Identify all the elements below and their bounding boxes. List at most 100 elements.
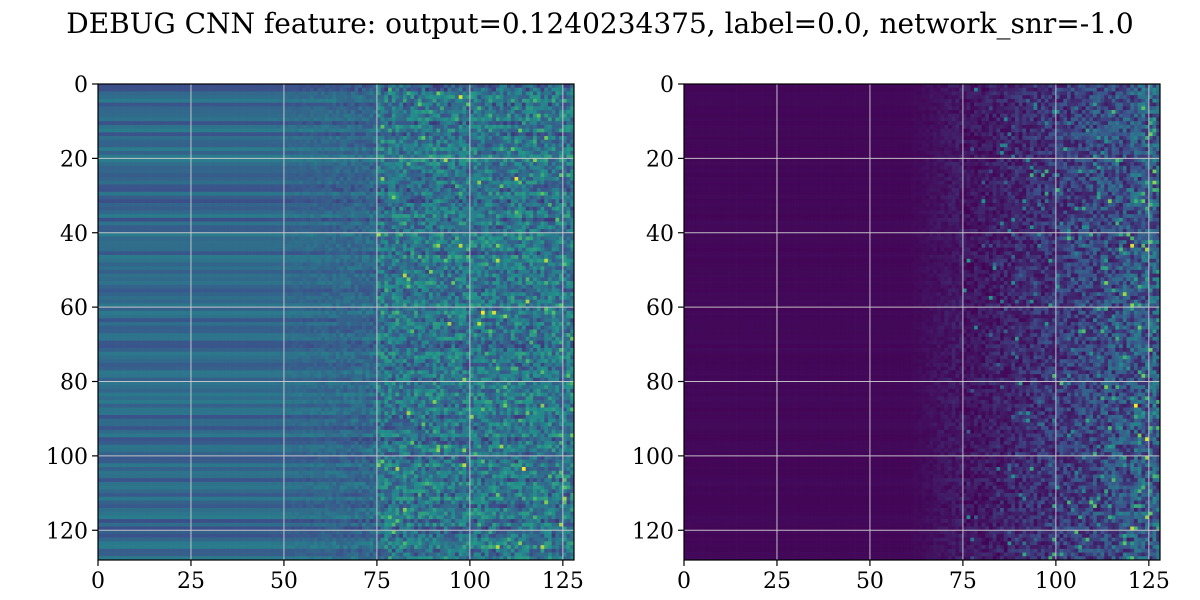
heatmap-left-cell <box>563 140 567 144</box>
heatmap-left-cell <box>340 91 344 95</box>
heatmap-left-cell <box>109 218 113 222</box>
heatmap-left-cell <box>317 125 321 129</box>
heatmap-left-cell <box>488 117 492 121</box>
heatmap-left-cell <box>332 207 336 211</box>
heatmap-left-cell <box>143 114 147 118</box>
heatmap-left-cell <box>544 210 548 214</box>
heatmap-left-cell <box>429 225 433 229</box>
heatmap-left-cell <box>366 95 370 99</box>
heatmap-left-cell <box>113 140 117 144</box>
heatmap-left-cell <box>518 192 522 196</box>
heatmap-left-cell <box>247 129 251 133</box>
heatmap-left-cell <box>206 188 210 192</box>
heatmap-left-cell <box>410 222 414 226</box>
heatmap-left-cell <box>131 117 135 121</box>
heatmap-left-cell <box>198 88 202 92</box>
heatmap-left-cell <box>224 222 228 226</box>
heatmap-left-cell <box>139 207 143 211</box>
heatmap-left-cell <box>158 170 162 174</box>
heatmap-left-cell <box>418 181 422 185</box>
heatmap-left-cell <box>120 151 124 155</box>
heatmap-left-cell <box>470 136 474 140</box>
heatmap-left-cell <box>243 144 247 148</box>
heatmap-left-cell <box>284 91 288 95</box>
heatmap-left-cell <box>541 210 545 214</box>
heatmap-left-cell <box>120 199 124 203</box>
heatmap-left-cell <box>537 199 541 203</box>
heatmap-left-cell <box>232 192 236 196</box>
heatmap-left-cell <box>198 129 202 133</box>
heatmap-left-cell <box>451 95 455 99</box>
heatmap-left-cell <box>355 84 359 88</box>
heatmap-left-cell <box>239 170 243 174</box>
heatmap-left-cell <box>180 158 184 162</box>
heatmap-left-cell <box>198 140 202 144</box>
heatmap-left-cell <box>158 214 162 218</box>
heatmap-left-cell <box>150 225 154 229</box>
heatmap-left-cell <box>277 110 281 114</box>
heatmap-left-cell <box>358 132 362 136</box>
heatmap-left-cell <box>414 210 418 214</box>
heatmap-left-cell <box>340 106 344 110</box>
heatmap-left-cell <box>418 222 422 226</box>
heatmap-left-cell <box>139 210 143 214</box>
heatmap-left-cell <box>388 125 392 129</box>
heatmap-left-cell <box>470 95 474 99</box>
heatmap-left-cell <box>306 192 310 196</box>
heatmap-left-cell <box>392 218 396 222</box>
heatmap-left-cell <box>533 132 537 136</box>
heatmap-left-cell <box>288 136 292 140</box>
heatmap-left-cell <box>369 132 373 136</box>
heatmap-left-cell <box>269 151 273 155</box>
heatmap-left-cell <box>98 222 102 226</box>
heatmap-left-cell <box>291 84 295 88</box>
heatmap-left-cell <box>529 114 533 118</box>
heatmap-left-cell <box>295 125 299 129</box>
heatmap-left-cell <box>567 136 571 140</box>
heatmap-left-cell <box>169 99 173 103</box>
heatmap-left-cell <box>161 147 165 151</box>
heatmap-left-cell <box>195 125 199 129</box>
heatmap-left-cell <box>552 207 556 211</box>
heatmap-left-cell <box>128 84 132 88</box>
heatmap-left-cell <box>131 140 135 144</box>
heatmap-left-cell <box>161 192 165 196</box>
heatmap-left-cell <box>310 106 314 110</box>
heatmap-left-cell <box>518 88 522 92</box>
heatmap-left-cell <box>410 129 414 133</box>
heatmap-left-cell <box>310 114 314 118</box>
heatmap-left-cell <box>336 132 340 136</box>
heatmap-left-cell <box>210 132 214 136</box>
heatmap-left-cell <box>347 225 351 229</box>
heatmap-left-cell <box>377 181 381 185</box>
heatmap-left-cell <box>169 117 173 121</box>
heatmap-left-cell <box>451 207 455 211</box>
heatmap-left-cell <box>533 207 537 211</box>
heatmap-left-cell <box>407 140 411 144</box>
heatmap-left-cell <box>224 125 228 129</box>
heatmap-left-cell <box>552 199 556 203</box>
heatmap-left-cell <box>355 132 359 136</box>
heatmap-left-cell <box>265 170 269 174</box>
heatmap-left-cell <box>254 203 258 207</box>
heatmap-left-cell <box>522 129 526 133</box>
heatmap-left-cell <box>317 173 321 177</box>
heatmap-left-cell <box>526 222 530 226</box>
heatmap-left-cell <box>481 129 485 133</box>
heatmap-left-cell <box>496 210 500 214</box>
heatmap-left-cell <box>314 170 318 174</box>
heatmap-left-cell <box>366 106 370 110</box>
heatmap-left-cell <box>481 103 485 107</box>
heatmap-left-cell <box>522 121 526 125</box>
heatmap-left-cell <box>306 203 310 207</box>
heatmap-left-cell <box>343 151 347 155</box>
heatmap-left-cell <box>158 173 162 177</box>
heatmap-left-cell <box>384 106 388 110</box>
heatmap-left-cell <box>485 110 489 114</box>
heatmap-left-cell <box>366 158 370 162</box>
heatmap-left-cell <box>392 225 396 229</box>
heatmap-left-cell <box>533 214 537 218</box>
heatmap-left-cell <box>314 136 318 140</box>
heatmap-left-cell <box>124 199 128 203</box>
heatmap-left-cell <box>277 181 281 185</box>
